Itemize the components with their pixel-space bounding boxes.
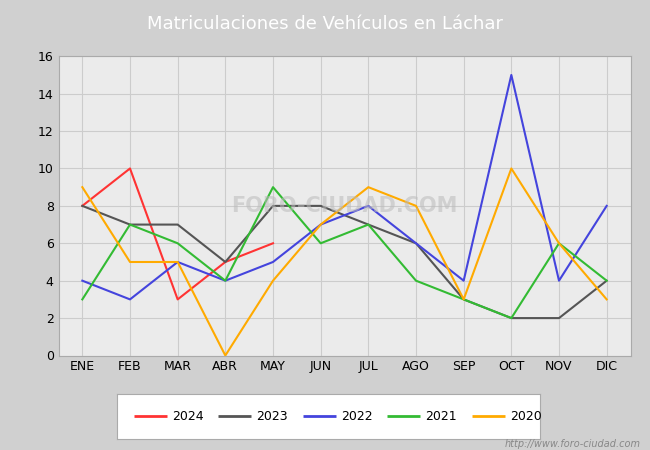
Text: FORO-CIUDAD.COM: FORO-CIUDAD.COM xyxy=(231,196,458,216)
Text: 2020: 2020 xyxy=(510,410,541,423)
Text: Matriculaciones de Vehículos en Láchar: Matriculaciones de Vehículos en Láchar xyxy=(147,14,503,33)
Text: 2022: 2022 xyxy=(341,410,372,423)
Text: 2023: 2023 xyxy=(257,410,288,423)
Text: 2024: 2024 xyxy=(172,410,203,423)
Text: 2021: 2021 xyxy=(425,410,457,423)
Text: http://www.foro-ciudad.com: http://www.foro-ciudad.com xyxy=(504,439,640,449)
